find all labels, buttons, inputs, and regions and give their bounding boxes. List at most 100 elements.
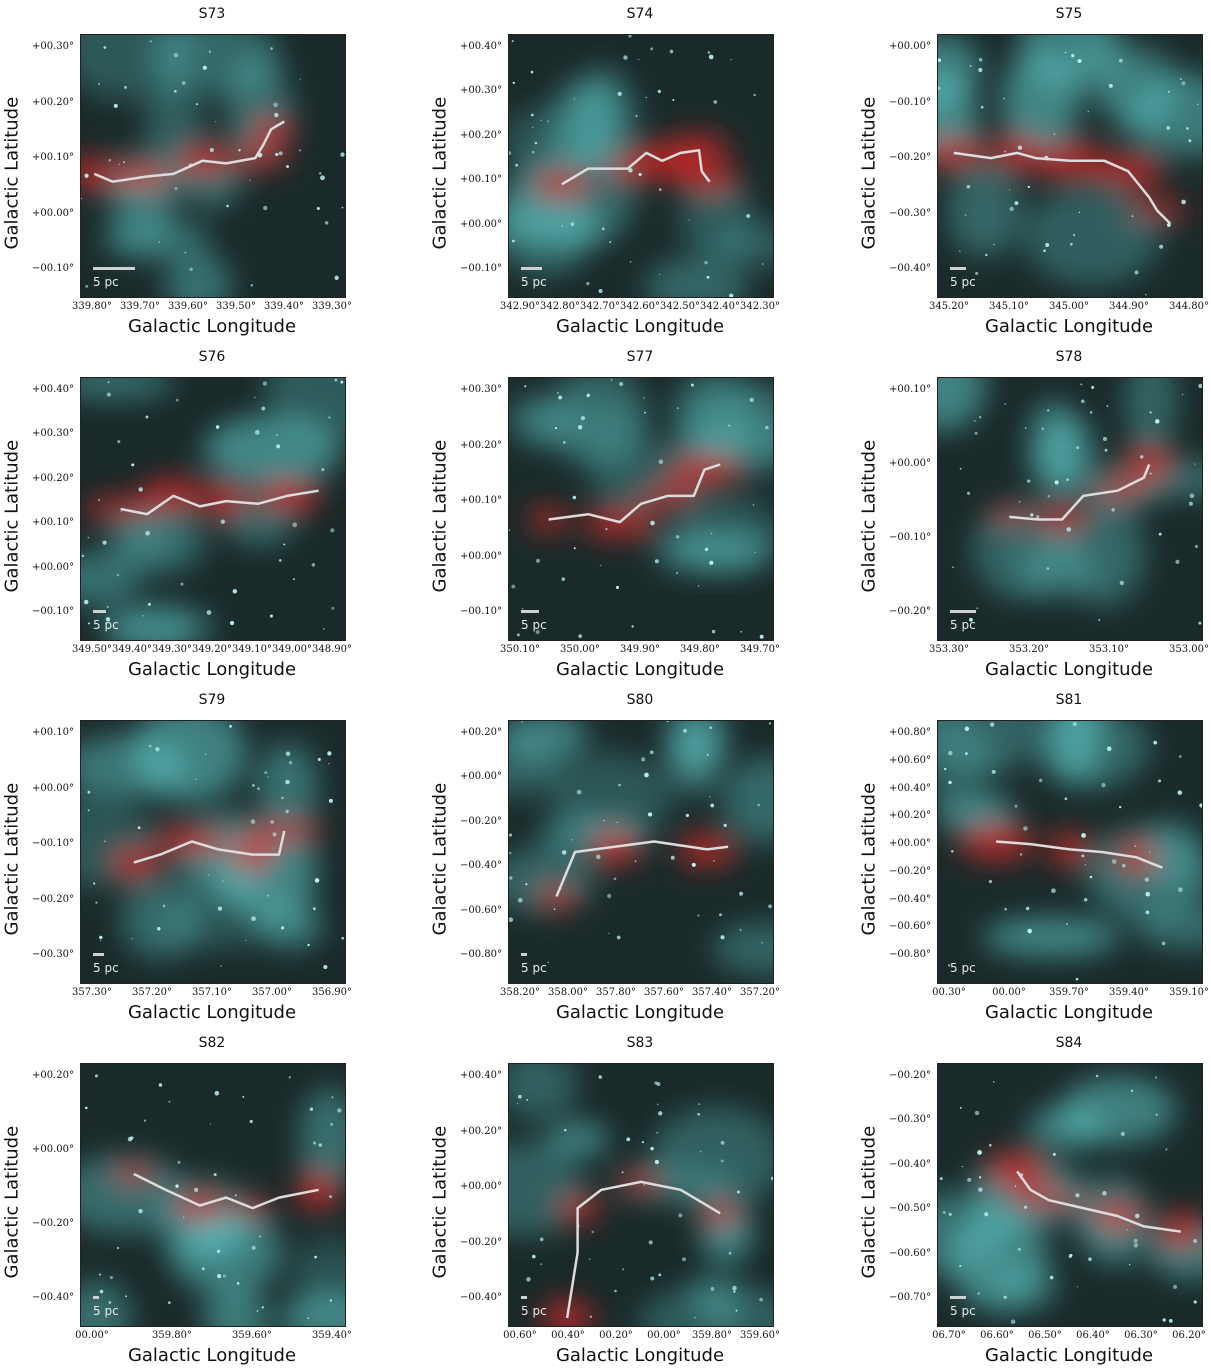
- star: [1025, 906, 1030, 911]
- y-tick-label: −00.60°: [459, 904, 502, 916]
- star: [966, 491, 971, 495]
- x-tick-label: 06.30°: [1124, 1330, 1158, 1341]
- scale-bar: [521, 610, 540, 613]
- star: [578, 634, 582, 638]
- panel-s78: S78 5 pc +00.10° +00.00° −00.10° −00.20° 353.3…: [857, 343, 1211, 683]
- scale-bar: [950, 610, 977, 613]
- star: [1047, 409, 1050, 412]
- star: [605, 528, 608, 531]
- star: [1049, 1275, 1054, 1280]
- nebula-emission: [1048, 721, 1103, 782]
- star: [1043, 249, 1046, 253]
- star: [264, 771, 268, 775]
- nebula-emission: [698, 422, 773, 459]
- star: [1068, 1255, 1072, 1259]
- nebula-emission: [708, 1288, 773, 1326]
- nebula-emission: [545, 1120, 610, 1158]
- x-axis-label: Galactic Longitude: [984, 1002, 1154, 1023]
- star: [719, 913, 722, 917]
- star: [1168, 1319, 1173, 1323]
- sky-image: [938, 378, 1202, 640]
- star: [1066, 478, 1069, 482]
- star: [340, 152, 345, 157]
- x-tick-label: 358.20°: [500, 987, 540, 998]
- x-tick-label: 342.50°: [660, 301, 700, 312]
- star: [509, 529, 511, 532]
- nebula-emission: [548, 753, 674, 838]
- star: [697, 1113, 700, 1116]
- star: [267, 894, 270, 897]
- star: [966, 184, 971, 189]
- y-tick-label: +00.10°: [459, 174, 502, 186]
- star: [181, 81, 186, 85]
- star: [1089, 411, 1093, 414]
- star: [706, 275, 710, 279]
- image-plot: 5 pc: [80, 377, 346, 641]
- star: [330, 1122, 333, 1126]
- star: [975, 271, 979, 275]
- y-tick-label: −00.50°: [888, 1203, 931, 1215]
- star: [1024, 1205, 1028, 1209]
- star: [1052, 1152, 1056, 1156]
- star: [318, 1143, 323, 1147]
- star: [259, 1235, 261, 1238]
- star: [201, 1267, 205, 1271]
- y-tick-label: +00.00°: [31, 207, 74, 219]
- filament-spine: [93, 120, 285, 183]
- star: [283, 543, 286, 546]
- star: [672, 98, 675, 102]
- star: [654, 559, 659, 564]
- star: [626, 1137, 631, 1142]
- star: [84, 1106, 88, 1110]
- x-tick-label: 345.20°: [929, 301, 969, 312]
- star: [1181, 199, 1186, 205]
- star: [988, 1143, 992, 1147]
- x-axis-label: Galactic Longitude: [127, 1002, 297, 1023]
- star: [331, 606, 335, 610]
- star: [1014, 804, 1018, 808]
- x-axis-label: Galactic Longitude: [127, 1345, 297, 1366]
- star: [948, 780, 952, 785]
- y-tick-label: +00.30°: [31, 428, 74, 440]
- nebula-emission: [1027, 399, 1080, 494]
- scale-bar: [521, 267, 543, 270]
- star: [168, 1100, 171, 1103]
- star: [614, 1289, 617, 1293]
- star: [1045, 243, 1050, 247]
- star: [623, 55, 628, 60]
- y-tick-label: −00.40°: [459, 860, 502, 872]
- panel-s77: S77 5 pc +00.30° +00.20° +00.10° +00.00° −00.1…: [428, 343, 808, 683]
- star: [1030, 513, 1034, 517]
- star: [669, 49, 674, 54]
- x-tick-label: 342.40°: [700, 301, 740, 312]
- x-tick-label: 349.80°: [680, 644, 720, 655]
- x-axis-label: Galactic Longitude: [127, 659, 297, 680]
- star: [340, 380, 344, 384]
- star: [209, 1123, 212, 1125]
- panel-s76: S76 5 pc +00.40° +00.30° +00.20° +00.10° +00.0…: [0, 343, 380, 683]
- star: [1153, 740, 1158, 745]
- star: [222, 1274, 226, 1278]
- star: [220, 519, 226, 524]
- y-tick-label: +00.60°: [888, 754, 931, 766]
- x-tick-label: 00.20°: [599, 1330, 633, 1341]
- star: [728, 1251, 732, 1255]
- star: [158, 241, 161, 243]
- star: [1075, 1193, 1080, 1198]
- star: [334, 378, 338, 382]
- star: [530, 113, 534, 117]
- star: [254, 430, 260, 435]
- star: [222, 880, 224, 883]
- star: [273, 102, 278, 108]
- x-tick-label: 06.40°: [1076, 1330, 1110, 1341]
- y-tick-label: +00.20°: [888, 810, 931, 822]
- star: [1120, 1131, 1125, 1137]
- scale-label: 5 pc: [950, 961, 976, 975]
- star: [1072, 233, 1076, 237]
- panel-title: S74: [626, 6, 654, 22]
- y-tick-label: −00.20°: [459, 815, 502, 827]
- star: [526, 1098, 529, 1101]
- y-tick-label: −00.10°: [459, 263, 502, 274]
- star: [238, 148, 241, 152]
- star: [100, 940, 102, 942]
